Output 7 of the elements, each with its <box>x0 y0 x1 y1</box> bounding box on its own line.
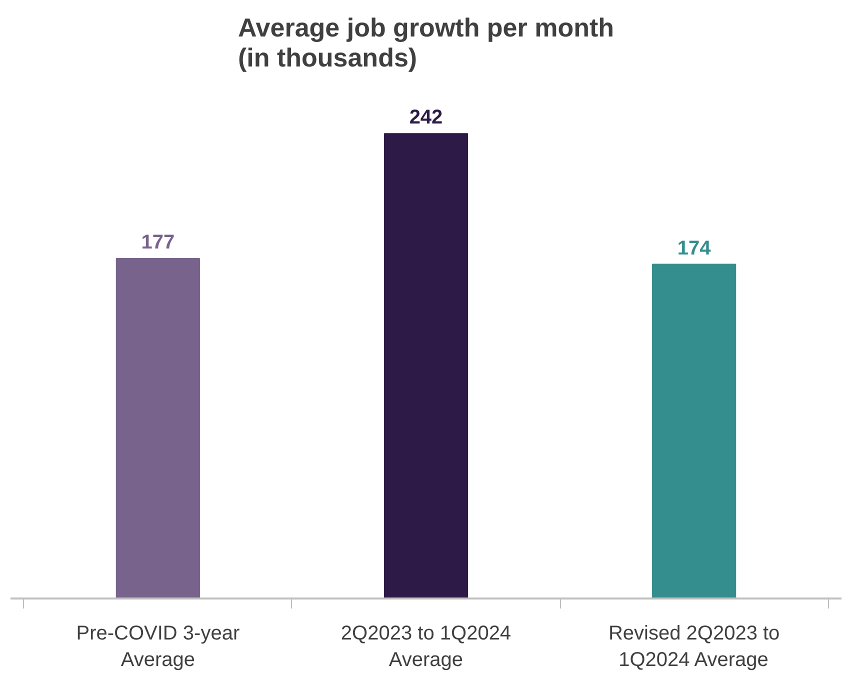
data-label: 174 <box>677 237 712 260</box>
x-tick-label: Pre-COVID 3-year Average <box>76 622 240 671</box>
x-tick-label: 2Q2023 to 1Q2024 Average <box>340 622 512 671</box>
x-tick-label: Revised 2Q2023 to 1Q2024 Average <box>608 622 780 671</box>
data-label: 242 <box>409 106 443 129</box>
data-label: 177 <box>141 231 175 254</box>
chart-title: Average job growth per month (in thousands) <box>238 12 614 72</box>
